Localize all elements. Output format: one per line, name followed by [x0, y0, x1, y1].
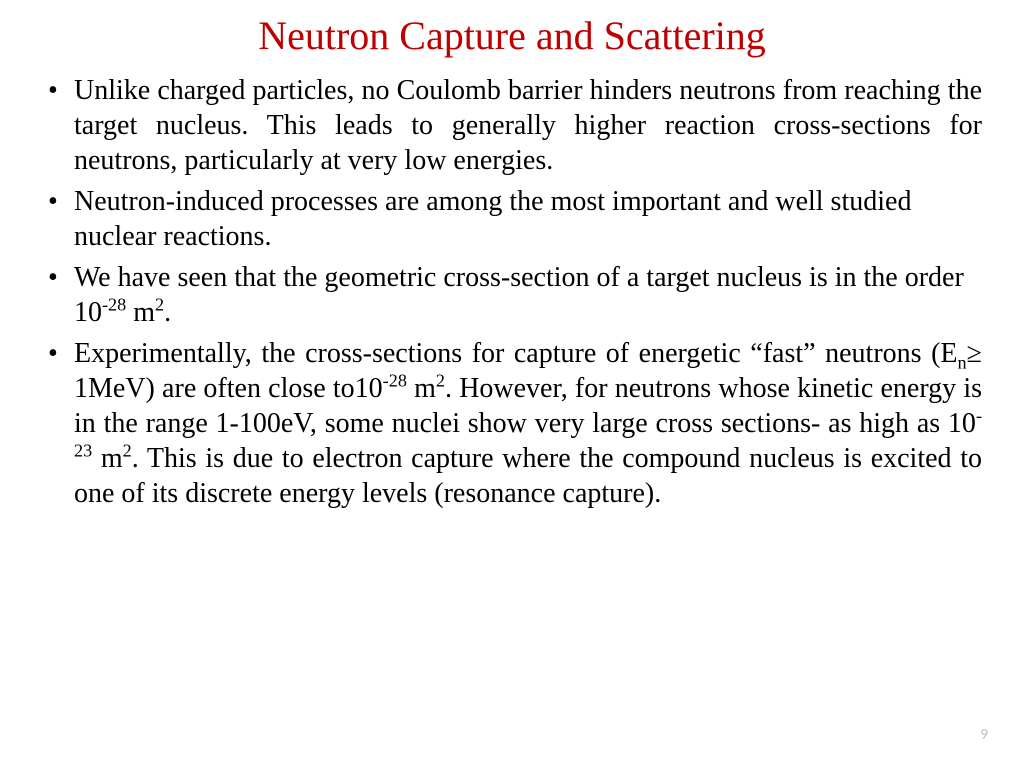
- superscript: -28: [383, 371, 407, 391]
- bullet-list: Unlike charged particles, no Coulomb bar…: [42, 73, 982, 511]
- bullet-item: We have seen that the geometric cross-se…: [42, 260, 982, 330]
- text-run: We have seen that the geometric cross-se…: [74, 262, 964, 328]
- superscript: 2: [436, 371, 445, 391]
- bullet-item: Experimentally, the cross-sections for c…: [42, 336, 982, 511]
- slide: Neutron Capture and Scattering Unlike ch…: [0, 0, 1024, 768]
- superscript: 2: [155, 295, 164, 315]
- bullet-item: Unlike charged particles, no Coulomb bar…: [42, 73, 982, 178]
- subscript: n: [958, 353, 967, 373]
- text-run: m: [92, 443, 122, 474]
- text-run: .: [164, 297, 171, 328]
- superscript: 2: [123, 441, 132, 461]
- text-run: Unlike charged particles, no Coulomb bar…: [74, 75, 982, 176]
- superscript: -28: [102, 295, 126, 315]
- text-run: m: [407, 373, 436, 404]
- page-number: 9: [980, 726, 988, 744]
- bullet-item: Neutron-induced processes are among the …: [42, 184, 982, 254]
- text-run: . This is due to electron capture where …: [74, 443, 982, 509]
- slide-title: Neutron Capture and Scattering: [42, 12, 982, 59]
- text-run: Experimentally, the cross-sections for c…: [74, 338, 958, 369]
- text-run: Neutron-induced processes are among the …: [74, 186, 911, 252]
- text-run: m: [126, 297, 155, 328]
